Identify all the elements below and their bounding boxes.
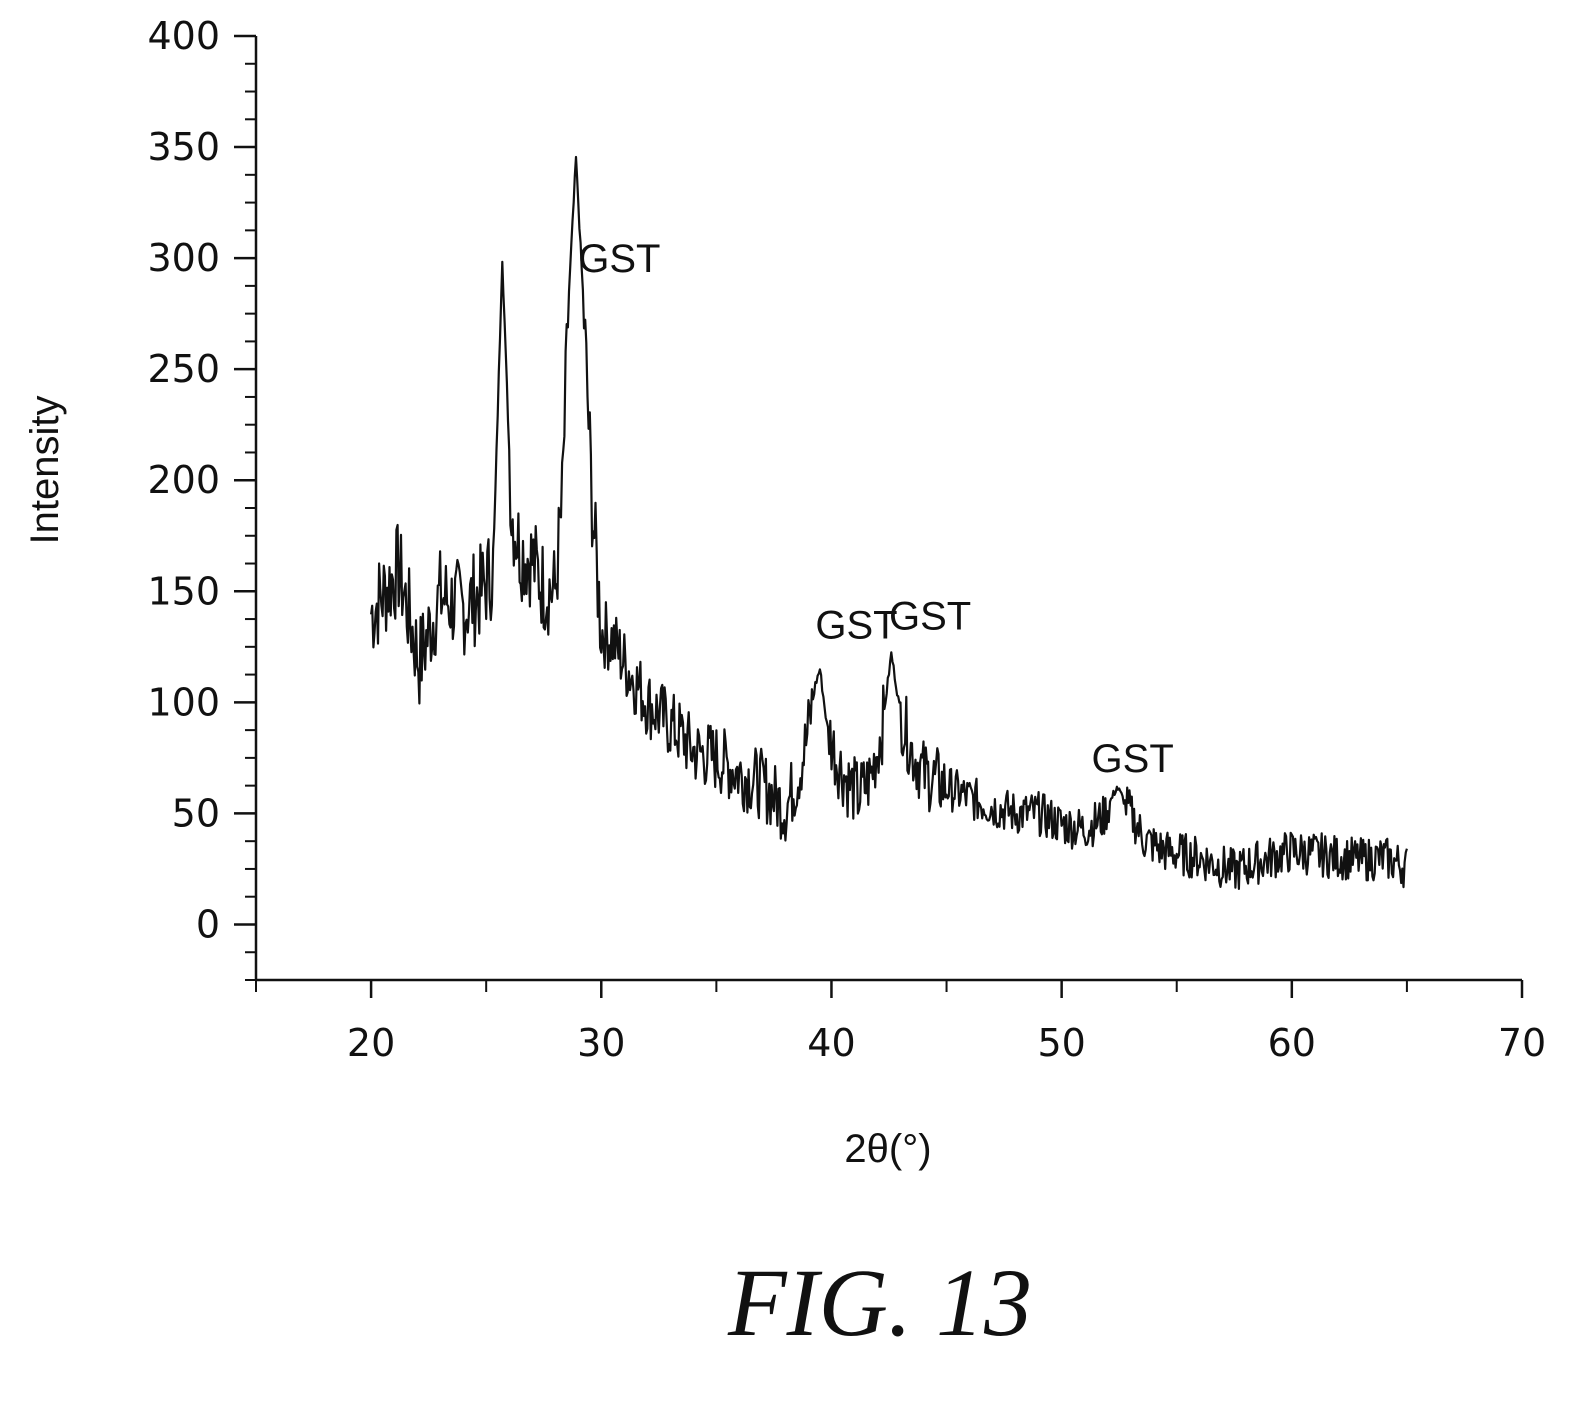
- y-axis-label: Intensity: [23, 396, 67, 545]
- y-tick-label: 200: [147, 458, 220, 502]
- chart-series: [370, 155, 1408, 891]
- y-tick-label: 150: [147, 569, 220, 613]
- peak-annotation: GST: [578, 237, 660, 281]
- chart-axes: [254, 36, 1522, 982]
- x-tick-label: 30: [577, 1021, 625, 1065]
- x-axis-label: 2θ(°): [844, 1127, 931, 1171]
- peak-annotation: GST: [889, 595, 971, 639]
- figure-caption: FIG. 13: [727, 1249, 1032, 1356]
- x-tick-label: 70: [1498, 1021, 1546, 1065]
- chart-ticks: 0 50 100 150 200 250 300 350 400 20 30 40 50 60 70: [147, 14, 1546, 1065]
- intensity-trace: [370, 155, 1408, 891]
- x-tick-label: 20: [347, 1021, 395, 1065]
- y-tick-label: 0: [196, 902, 220, 946]
- peak-annotation: GST: [815, 604, 897, 648]
- y-tick-label: 100: [147, 680, 220, 724]
- x-tick-label: 60: [1268, 1021, 1316, 1065]
- y-tick-label: 300: [147, 236, 220, 280]
- y-tick-label: 400: [147, 14, 220, 58]
- x-tick-label: 40: [807, 1021, 855, 1065]
- x-tick-label: 50: [1037, 1021, 1085, 1065]
- peak-annotation: GST: [1092, 737, 1174, 781]
- y-tick-label: 250: [147, 347, 220, 391]
- y-tick-label: 350: [147, 125, 220, 169]
- y-tick-label: 50: [172, 791, 220, 835]
